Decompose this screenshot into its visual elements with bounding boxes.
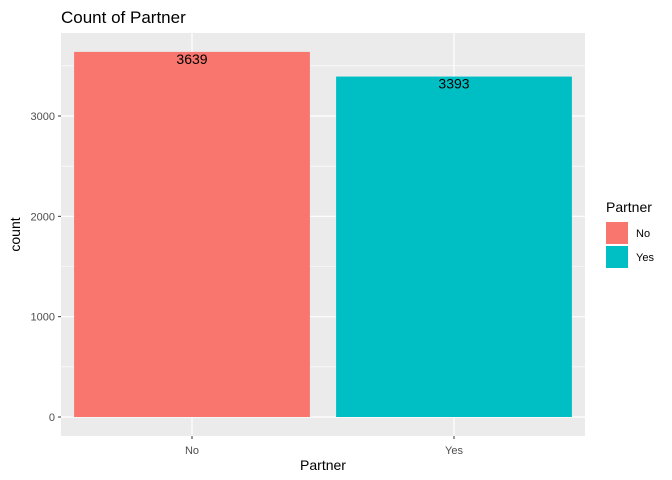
bar-no: [74, 51, 310, 418]
x-axis: No Yes: [185, 436, 463, 457]
legend-label-yes: Yes: [636, 252, 654, 264]
data-labels: 3639 3393: [176, 51, 469, 92]
y-tick-label: 1000: [31, 312, 55, 324]
x-axis-title: Partner: [300, 457, 346, 473]
y-axis: 0 1000 2000 3000: [31, 111, 61, 424]
bar-yes: [336, 76, 572, 417]
y-tick-label: 3000: [31, 111, 55, 123]
data-label-no: 3639: [176, 51, 207, 67]
x-tick-label: Yes: [445, 445, 463, 457]
y-axis-title: count: [7, 217, 23, 251]
bars: [74, 51, 572, 418]
legend-label-no: No: [636, 228, 650, 240]
legend-swatch-no: [606, 222, 628, 244]
legend: Partner No Yes: [606, 199, 654, 268]
y-tick-label: 2000: [31, 211, 55, 223]
y-tick-label: 0: [49, 412, 55, 424]
legend-swatch-yes: [606, 246, 628, 268]
x-tick-label: No: [185, 445, 199, 457]
legend-title: Partner: [606, 199, 652, 215]
chart-title: Count of Partner: [61, 8, 186, 27]
data-label-yes: 3393: [438, 76, 469, 92]
